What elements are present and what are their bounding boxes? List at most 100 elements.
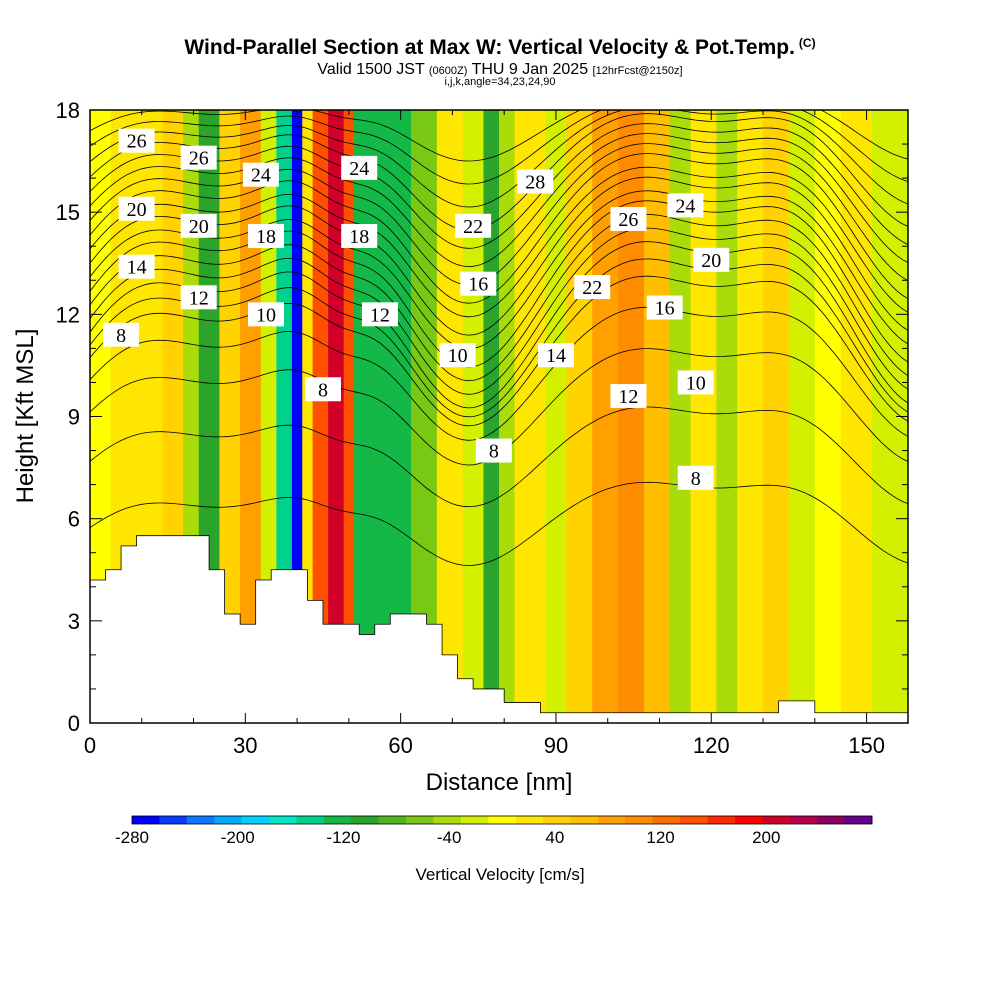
- colorbar-swatch-5: [269, 816, 297, 824]
- colorbar-swatch-16: [570, 816, 599, 824]
- colorbar-swatch-10: [406, 816, 434, 824]
- y-tick-label: 0: [68, 711, 80, 736]
- colorbar-swatch-11: [433, 816, 462, 824]
- colorbar-swatch-14: [515, 816, 544, 824]
- velocity-band-26: [618, 110, 645, 723]
- colorbar-frame: [131, 815, 873, 825]
- colorbar-tick-label: 40: [545, 828, 564, 847]
- isoline-label-text: 24: [349, 158, 369, 180]
- isoline-19: [90, 110, 908, 185]
- isoline-label-bg: [341, 224, 378, 249]
- isoline-9: [90, 200, 908, 368]
- colorbar-swatch-7: [323, 816, 352, 824]
- colorbar-tick-label: 120: [646, 828, 674, 847]
- isoline-11: [90, 176, 908, 336]
- isoline-label-bg: [341, 155, 378, 180]
- isoline-label-bg: [248, 302, 285, 327]
- terrain-profile: [90, 535, 908, 723]
- isoline-label-bg: [180, 285, 217, 310]
- isoline-label-bg: [667, 193, 704, 218]
- colorbar-swatch-25: [817, 816, 845, 824]
- isoline-label-bg: [180, 145, 217, 170]
- colorbar-tick-label: -200: [221, 828, 255, 847]
- isoline-label-text: 12: [618, 386, 638, 408]
- isoline-label-text: 22: [582, 277, 602, 299]
- colorbar: -280 -200 -120 -40 40 120 200: [115, 815, 873, 847]
- velocity-band-27: [643, 110, 671, 723]
- isoline-label-9: 22: [455, 213, 492, 238]
- isoline-label-text: 28: [525, 172, 545, 194]
- isoline-label-bg: [517, 169, 554, 194]
- isoline-label-text: 8: [489, 441, 499, 463]
- isoline-label-bg: [475, 438, 512, 463]
- colorbar-tick-label: -280: [115, 828, 149, 847]
- isoline-label-text: 16: [655, 298, 675, 320]
- isoline-label-6: 20: [180, 213, 217, 238]
- isoline-label-25: 12: [610, 384, 647, 409]
- isoline-17: [90, 113, 908, 231]
- isoline-label-text: 18: [349, 226, 369, 248]
- isoline-12: [90, 166, 908, 318]
- isoline-label-text: 20: [189, 216, 209, 238]
- isoline-label-bg: [610, 206, 647, 231]
- isoline-label-text: 24: [675, 195, 695, 217]
- y-tick-label: 12: [56, 302, 80, 327]
- isoline-label-13: 12: [180, 285, 217, 310]
- isoline-label-text: 26: [189, 148, 209, 170]
- x-tick-label: 0: [84, 733, 96, 758]
- copyright-mark: (C): [798, 36, 816, 50]
- valid-date: THU 9 Jan 2025: [471, 61, 589, 78]
- isoline-label-12: 14: [118, 254, 155, 279]
- isoline-label-2: 24: [242, 162, 279, 187]
- x-axis-label: Distance [nm]: [426, 769, 573, 796]
- isoline-5: [90, 258, 908, 418]
- isoline-label-10: 26: [610, 206, 647, 231]
- velocity-band-31: [737, 110, 764, 723]
- isoline-label-bg: [439, 343, 476, 368]
- potential-temperature-isolines: [90, 110, 908, 566]
- colorbar-swatch-1: [159, 816, 188, 824]
- isoline-label-5: 20: [118, 196, 155, 221]
- terrain: [90, 535, 908, 723]
- isoline-16: [90, 123, 908, 249]
- isoline-label-text: 18: [256, 226, 276, 248]
- colorbar-swatch-18: [625, 816, 654, 824]
- velocity-band-18: [436, 110, 464, 723]
- velocity-band-21: [499, 110, 516, 723]
- colorbar-swatch-23: [762, 816, 791, 824]
- isoline-label-bg: [693, 247, 730, 272]
- utc-time: (0600Z): [428, 65, 468, 77]
- grid-indices: i,j,k,angle=34,23,24,90: [444, 76, 556, 88]
- velocity-band-25: [592, 110, 619, 723]
- velocity-band-13: [328, 110, 345, 723]
- isoline-label-bg: [242, 162, 279, 187]
- isoline-label-20: 16: [646, 295, 683, 320]
- isoline-label-text: 12: [370, 304, 390, 326]
- velocity-band-20: [483, 110, 500, 723]
- velocity-band-22: [514, 110, 547, 723]
- isoline-label-bg: [677, 465, 714, 490]
- isoline-label-16: 16: [460, 271, 497, 296]
- colorbar-swatch-17: [597, 816, 626, 824]
- isoline-label-3: 24: [341, 155, 378, 180]
- colorbar-swatch-12: [460, 816, 489, 824]
- isoline-14: [90, 143, 908, 286]
- velocity-band-11: [302, 110, 314, 723]
- colorbar-swatch-21: [707, 816, 736, 824]
- isoline-label-text: 10: [256, 304, 276, 326]
- isoline-label-24: 8: [304, 377, 341, 402]
- isoline-label-text: 12: [189, 287, 209, 309]
- colorbar-swatch-0: [132, 816, 160, 824]
- colorbar-swatch-26: [844, 816, 873, 824]
- isoline-label-bg: [537, 343, 574, 368]
- colorbar-swatch-2: [186, 816, 215, 824]
- velocity-band-14: [343, 110, 355, 723]
- colorbar-swatch-6: [296, 816, 325, 824]
- y-tick-label: 3: [68, 609, 80, 634]
- velocity-band-23: [545, 110, 567, 723]
- isoline-label-text: 20: [701, 250, 721, 272]
- isoline-label-7: 18: [248, 224, 285, 249]
- isoline-label-text: 26: [127, 131, 147, 153]
- isoline-label-21: 10: [439, 343, 476, 368]
